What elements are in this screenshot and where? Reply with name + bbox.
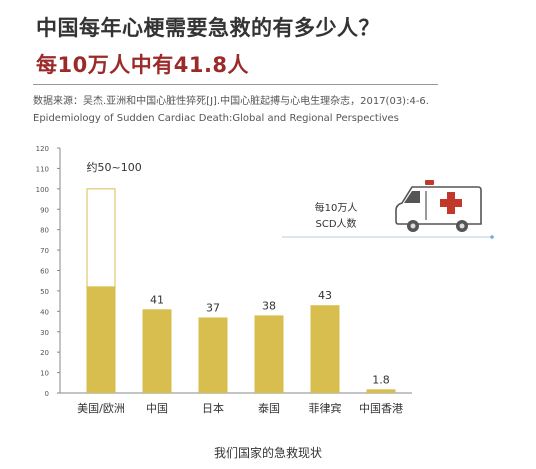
y-tick-label: 10	[40, 370, 49, 378]
y-tick-label: 70	[40, 247, 49, 255]
bar-data-label: 43	[318, 289, 332, 302]
y-tick-label: 100	[36, 186, 49, 194]
source-line-1: 数据来源：吴杰.亚洲和中国心脏性猝死[J].中国心脏起搏与心电生理杂志，2017…	[33, 96, 429, 107]
bar-data-label: 1.8	[372, 373, 390, 386]
title-divider	[33, 84, 438, 85]
bar	[366, 389, 396, 393]
y-tick-label: 110	[36, 165, 49, 173]
y-tick-label: 0	[45, 390, 49, 398]
data-source: 数据来源：吴杰.亚洲和中国心脏性猝死[J].中国心脏起搏与心电生理杂志，2017…	[33, 93, 429, 127]
bar	[198, 317, 228, 393]
page-title: 中国每年心梗需要急救的有多少人？	[36, 16, 380, 40]
bar-range-outline	[86, 188, 116, 288]
y-tick-label: 40	[40, 308, 49, 316]
y-tick-label: 60	[40, 268, 49, 276]
page-subtitle: 每10万人中有41.8人	[36, 53, 250, 77]
bar	[310, 305, 340, 393]
y-tick-label: 80	[40, 227, 49, 235]
y-tick-label: 90	[40, 206, 49, 214]
source-line-2: Epidemiology of Sudden Cardiac Death:Glo…	[33, 113, 399, 124]
bar-chart: 0 10 20 30 40 50 60 70 80 90 100 110 120 约50~100 美国/欧…	[36, 145, 494, 415]
x-category-label: 中国香港	[359, 402, 403, 415]
y-tick-label: 20	[40, 349, 49, 357]
legend-label-line-2: SCD人数	[315, 217, 356, 230]
bar-data-label: 37	[206, 301, 220, 314]
bar	[86, 286, 116, 393]
ambulance-icon	[395, 180, 482, 232]
y-tick-label: 50	[40, 288, 49, 296]
bar-data-label: 41	[150, 293, 164, 306]
x-category-label: 美国/欧洲	[77, 402, 125, 415]
y-tick-label: 30	[40, 329, 49, 337]
bars: 约50~100 美国/欧洲 41 中国 37 日本 38 泰国 43 菲律宾 1.8 中国香港	[77, 161, 403, 415]
legend-label-line-1: 每10万人	[315, 201, 358, 214]
bar-data-label: 约50~100	[87, 161, 142, 174]
x-category-label: 泰国	[258, 401, 280, 415]
x-category-label: 中国	[146, 402, 168, 415]
y-axis: 0 10 20 30 40 50 60 70 80 90 100 110 120	[36, 145, 412, 398]
legend-line-end-dot	[490, 235, 494, 239]
legend: 每10万人 SCD人数	[282, 180, 494, 239]
figure-caption: 我们国家的急救现状	[213, 446, 322, 460]
bar-data-label: 38	[262, 299, 276, 312]
y-tick-label: 120	[36, 145, 49, 153]
x-category-label: 日本	[202, 401, 224, 415]
bar	[254, 315, 284, 393]
x-category-label: 菲律宾	[309, 401, 342, 415]
bar	[142, 309, 172, 393]
